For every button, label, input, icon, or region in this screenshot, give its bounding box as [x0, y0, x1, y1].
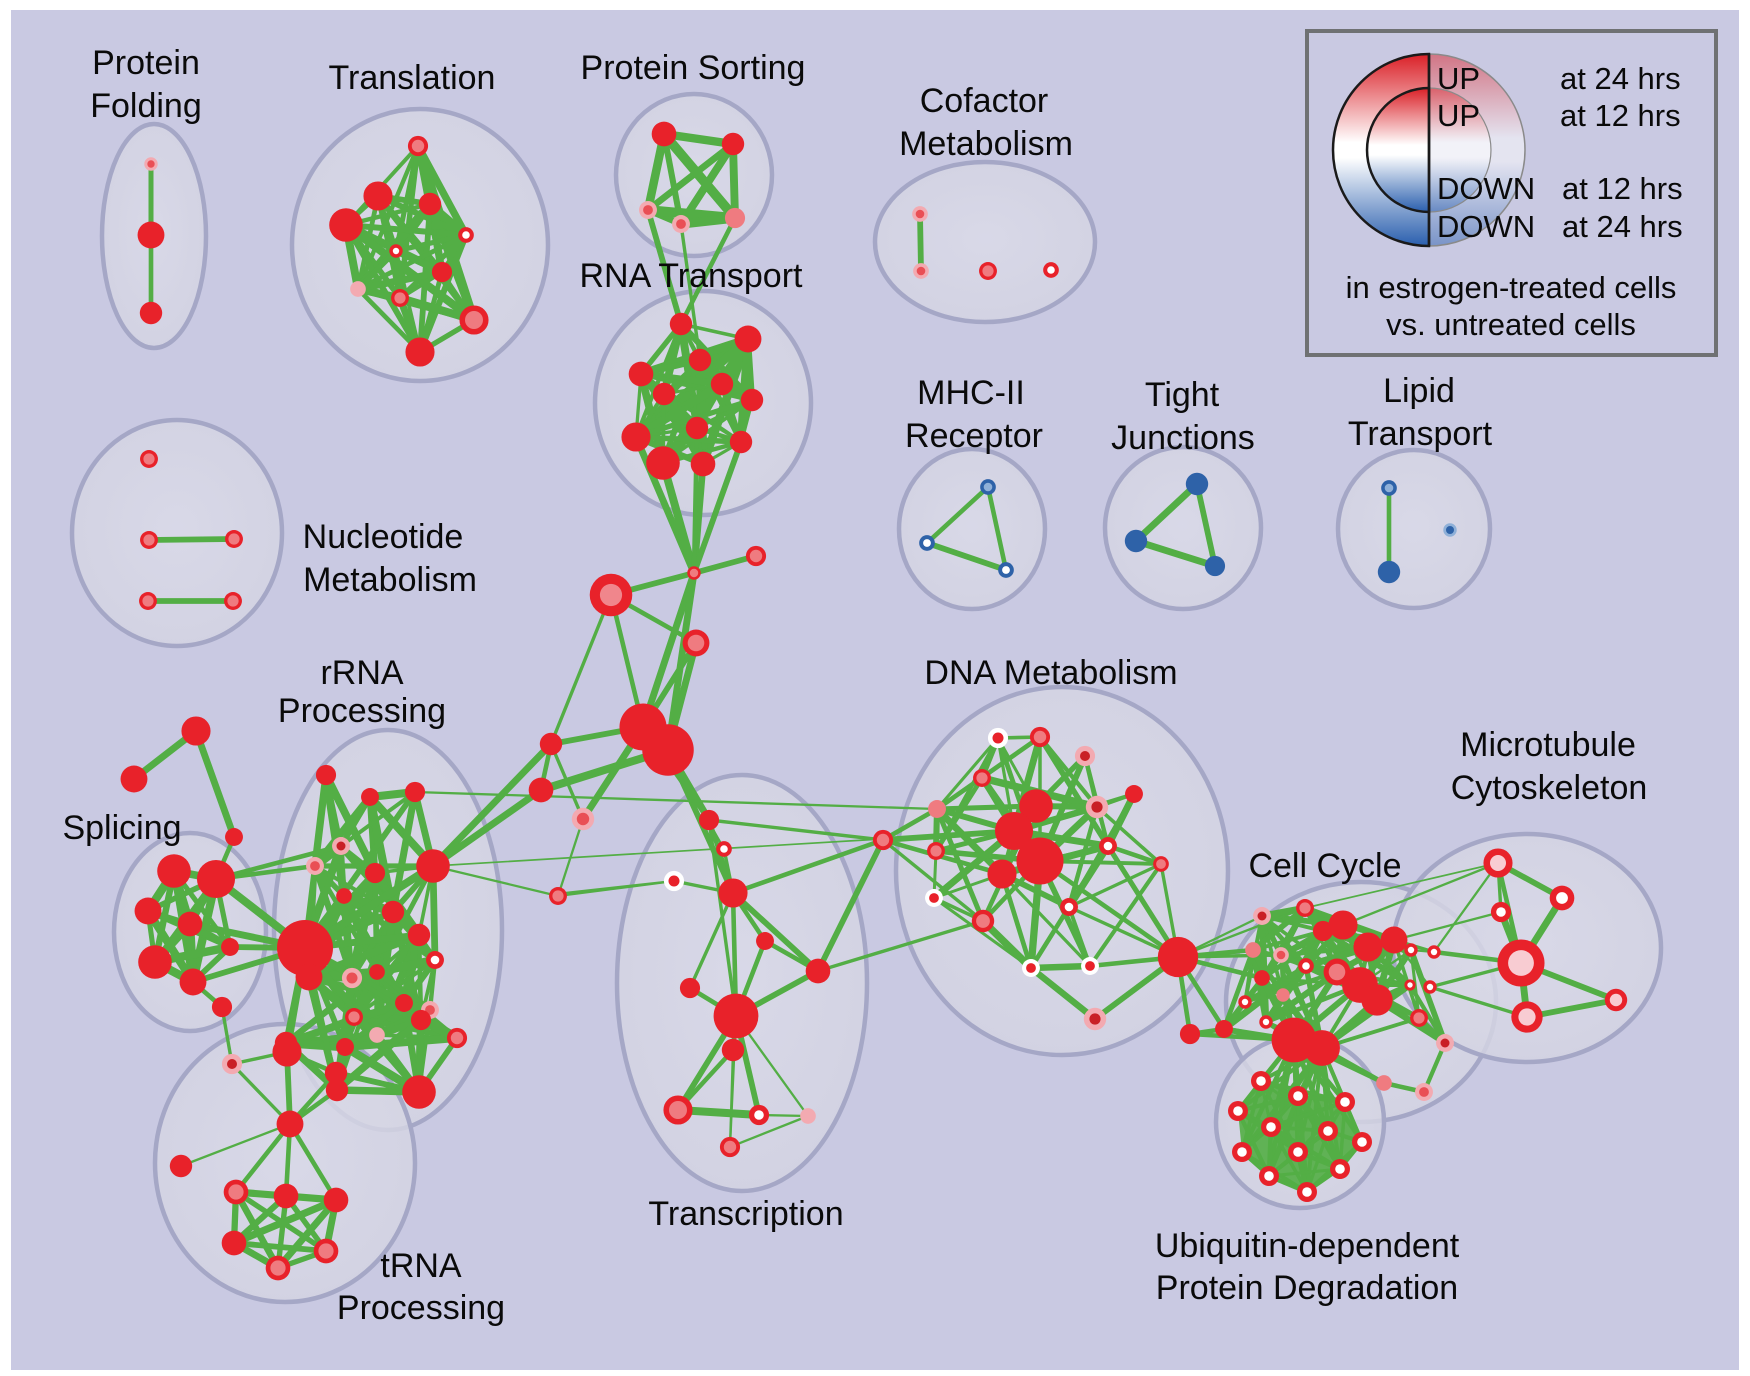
- svg-text:Metabolism: Metabolism: [899, 125, 1073, 163]
- svg-text:at 12 hrs: at 12 hrs: [1562, 171, 1683, 206]
- svg-text:RNA Transport: RNA Transport: [580, 257, 804, 295]
- svg-text:at 24 hrs: at 24 hrs: [1562, 209, 1683, 244]
- svg-text:Nucleotide: Nucleotide: [303, 518, 464, 556]
- svg-text:Protein Degradation: Protein Degradation: [1156, 1269, 1458, 1307]
- svg-text:in estrogen-treated cells: in estrogen-treated cells: [1346, 270, 1677, 305]
- svg-text:Transcription: Transcription: [648, 1195, 843, 1233]
- svg-text:Translation: Translation: [329, 59, 496, 97]
- svg-text:Processing: Processing: [278, 692, 446, 730]
- svg-text:Metabolism: Metabolism: [303, 561, 477, 599]
- svg-text:Lipid: Lipid: [1383, 372, 1455, 410]
- svg-text:Receptor: Receptor: [905, 417, 1043, 455]
- svg-text:rRNA: rRNA: [320, 654, 403, 692]
- svg-text:DNA Metabolism: DNA Metabolism: [924, 654, 1177, 692]
- svg-text:UP: UP: [1437, 98, 1480, 133]
- svg-text:DOWN: DOWN: [1437, 171, 1535, 206]
- svg-text:Folding: Folding: [90, 87, 202, 125]
- svg-text:Splicing: Splicing: [62, 809, 181, 847]
- svg-text:DOWN: DOWN: [1437, 209, 1535, 244]
- svg-text:Processing: Processing: [337, 1289, 505, 1327]
- svg-text:Transport: Transport: [1348, 415, 1493, 453]
- svg-text:at 12 hrs: at 12 hrs: [1560, 98, 1681, 133]
- svg-text:at 24 hrs: at 24 hrs: [1560, 61, 1681, 96]
- svg-text:Ubiquitin-dependent: Ubiquitin-dependent: [1155, 1227, 1460, 1265]
- svg-text:tRNA: tRNA: [380, 1247, 462, 1285]
- svg-text:Cytoskeleton: Cytoskeleton: [1451, 769, 1648, 807]
- svg-text:Protein: Protein: [92, 44, 200, 82]
- svg-text:Cofactor: Cofactor: [920, 82, 1049, 120]
- svg-text:Tight: Tight: [1145, 376, 1220, 414]
- svg-text:vs. untreated cells: vs. untreated cells: [1386, 307, 1636, 342]
- svg-text:Protein Sorting: Protein Sorting: [581, 49, 806, 87]
- svg-text:UP: UP: [1437, 61, 1480, 96]
- svg-text:MHC-II: MHC-II: [917, 374, 1025, 412]
- svg-text:Microtubule: Microtubule: [1460, 726, 1636, 764]
- svg-text:Junctions: Junctions: [1111, 419, 1255, 457]
- svg-text:Cell Cycle: Cell Cycle: [1248, 847, 1401, 885]
